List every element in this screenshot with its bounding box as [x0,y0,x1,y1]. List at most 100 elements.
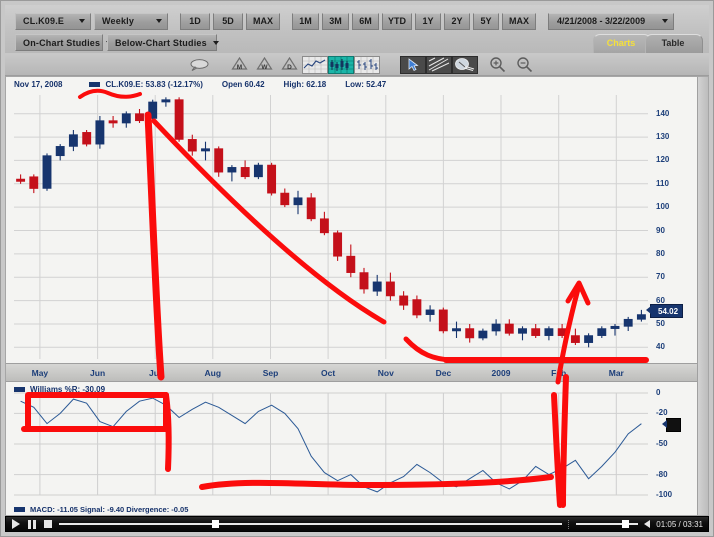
cursor-arrow-icon[interactable] [400,55,426,74]
williams-color-swatch [14,387,25,392]
x-axis-tick: Sep [262,368,279,378]
chart-type-buttons [302,55,380,74]
tab-table-label: Table [661,38,685,48]
price-y-tick: 100 [656,202,670,212]
zoom-buttons [488,55,534,74]
date-range-value: 4/21/2008 - 3/22/2009 [557,16,646,26]
price-plot[interactable] [6,91,698,363]
trendline-draw-icon[interactable] [426,55,452,74]
price-y-tick: 50 [656,319,665,328]
video-player-bar[interactable]: 01:05 / 03:31 [5,516,709,532]
range-button-6m[interactable]: 6M [352,12,379,30]
svg-text:D: D [287,64,292,71]
range-button-max-left[interactable]: MAX [246,12,280,30]
chart-tool-toolbar: M W D [5,53,709,76]
x-axis-tick: May [31,368,49,378]
chart-header-open: Open 60.42 [221,80,265,89]
zoom-in-icon[interactable] [488,55,507,74]
drawing-tool-buttons [400,55,478,74]
chevron-down-icon [79,19,85,23]
tab-charts[interactable]: Charts [593,34,651,53]
price-y-tick: 60 [656,295,665,305]
range-button-2y[interactable]: 2Y [444,12,470,30]
play-icon[interactable] [11,519,21,529]
range-button-1m[interactable]: 1M [292,12,319,30]
range-button-5y[interactable]: 5Y [473,12,499,30]
interval-select[interactable]: Weekly [94,12,168,30]
range-button-ytd[interactable]: YTD [382,12,412,30]
on-chart-studies-label: On-Chart Studies [23,37,101,48]
x-axis-tick: Dec [435,368,452,378]
annotation-icon[interactable] [452,55,478,74]
williams-legend: Williams %R: -30.09 [14,385,105,394]
pause-icon[interactable] [27,519,37,529]
symbol-select[interactable]: CL.K09.E [15,12,91,30]
line-chart-icon[interactable] [302,55,328,74]
williams-plot[interactable] [6,383,698,503]
toolbar-row-primary: CL.K09.E Weekly 1D 5D MAX 1M 3M 6M YTD 1… [15,12,674,30]
williams-y-tick: 0 [656,388,661,397]
price-y-tick: 140 [656,108,670,118]
date-range-select[interactable]: 4/21/2008 - 3/22/2009 [548,12,674,30]
macd-legend: MACD: -11.05 Signal: -9.40 Divergence: -… [14,505,188,514]
williams-y-tick: -100 [656,490,673,499]
symbol-select-value: CL.K09.E [23,16,65,26]
playback-time: 01:05 / 03:31 [656,519,703,529]
chevron-down-icon [662,19,668,23]
svg-text:M: M [237,64,242,71]
interval-select-value: Weekly [102,16,135,26]
price-y-tick: 80 [656,248,665,258]
period-buttons: M W D [230,55,299,74]
price-y-tick: 40 [656,342,665,352]
speaker-icon[interactable] [644,520,651,528]
period-week-button[interactable]: W [255,55,274,74]
price-y-tick: 70 [656,272,665,282]
chart-header: Nov 17, 2008 CL.K09.E: 53.83 (-12.17%) O… [14,80,386,89]
player-divider [568,519,570,529]
toolbar-row-studies: On-Chart Studies Below-Chart Studies [15,34,219,51]
volume-handle[interactable] [621,520,629,528]
playback-progress-handle[interactable] [212,520,220,528]
williams-y-tick: -50 [656,439,668,448]
range-button-max-right[interactable]: MAX [502,12,536,30]
chart-stage[interactable]: Nov 17, 2008 CL.K09.E: 53.83 (-12.17%) O… [5,76,709,516]
price-y-tick: 130 [656,132,670,142]
view-tabs: Charts Table [593,34,703,53]
x-axis-tick: Jul [149,368,162,378]
tab-table[interactable]: Table [645,34,703,53]
x-axis-tick: Oct [321,368,336,378]
stop-icon[interactable] [43,519,53,529]
on-chart-studies-select[interactable]: On-Chart Studies [15,34,113,51]
speech-cloud-icon[interactable] [190,55,209,74]
range-button-1y[interactable]: 1Y [415,12,441,30]
range-button-3m[interactable]: 3M [322,12,349,30]
price-y-tick: 120 [656,155,670,165]
chart-header-date: Nov 17, 2008 [14,80,63,89]
chevron-down-icon [212,40,219,45]
period-month-button[interactable]: M [230,55,249,74]
period-day-button[interactable]: D [280,55,299,74]
x-axis-tick: Mar [608,368,624,378]
x-axis: May Jun Jul Aug Sep Oct Nov Dec 2009 Feb Mar [6,363,708,382]
williams-y-tick: -80 [656,469,668,479]
chart-vertical-scrollbar[interactable] [697,77,708,515]
x-axis-tick: Aug [204,368,222,378]
macd-color-swatch [14,507,25,512]
chart-header-quote: CL.K09.E: 53.83 (-12.17%) [105,80,203,89]
playback-progress-slider[interactable] [59,520,563,528]
candlestick-chart-icon[interactable] [328,55,354,74]
volume-slider[interactable] [576,520,639,528]
below-chart-studies-label: Below-Chart Studies [115,37,207,48]
x-axis-tick: Jun [90,368,106,378]
ohlc-bar-chart-icon[interactable] [354,55,380,74]
range-button-1d[interactable]: 1D [180,12,210,30]
below-chart-studies-select[interactable]: Below-Chart Studies [107,34,219,51]
tab-charts-label: Charts [606,38,636,48]
range-button-5d[interactable]: 5D [213,12,243,30]
series-color-swatch [89,82,101,87]
macd-legend-label: MACD: -11.05 Signal: -9.40 Divergence: -… [30,505,189,514]
williams-legend-label: Williams %R: -30.09 [30,385,106,394]
x-axis-tick: Feb [551,368,567,378]
zoom-out-icon[interactable] [515,55,534,74]
